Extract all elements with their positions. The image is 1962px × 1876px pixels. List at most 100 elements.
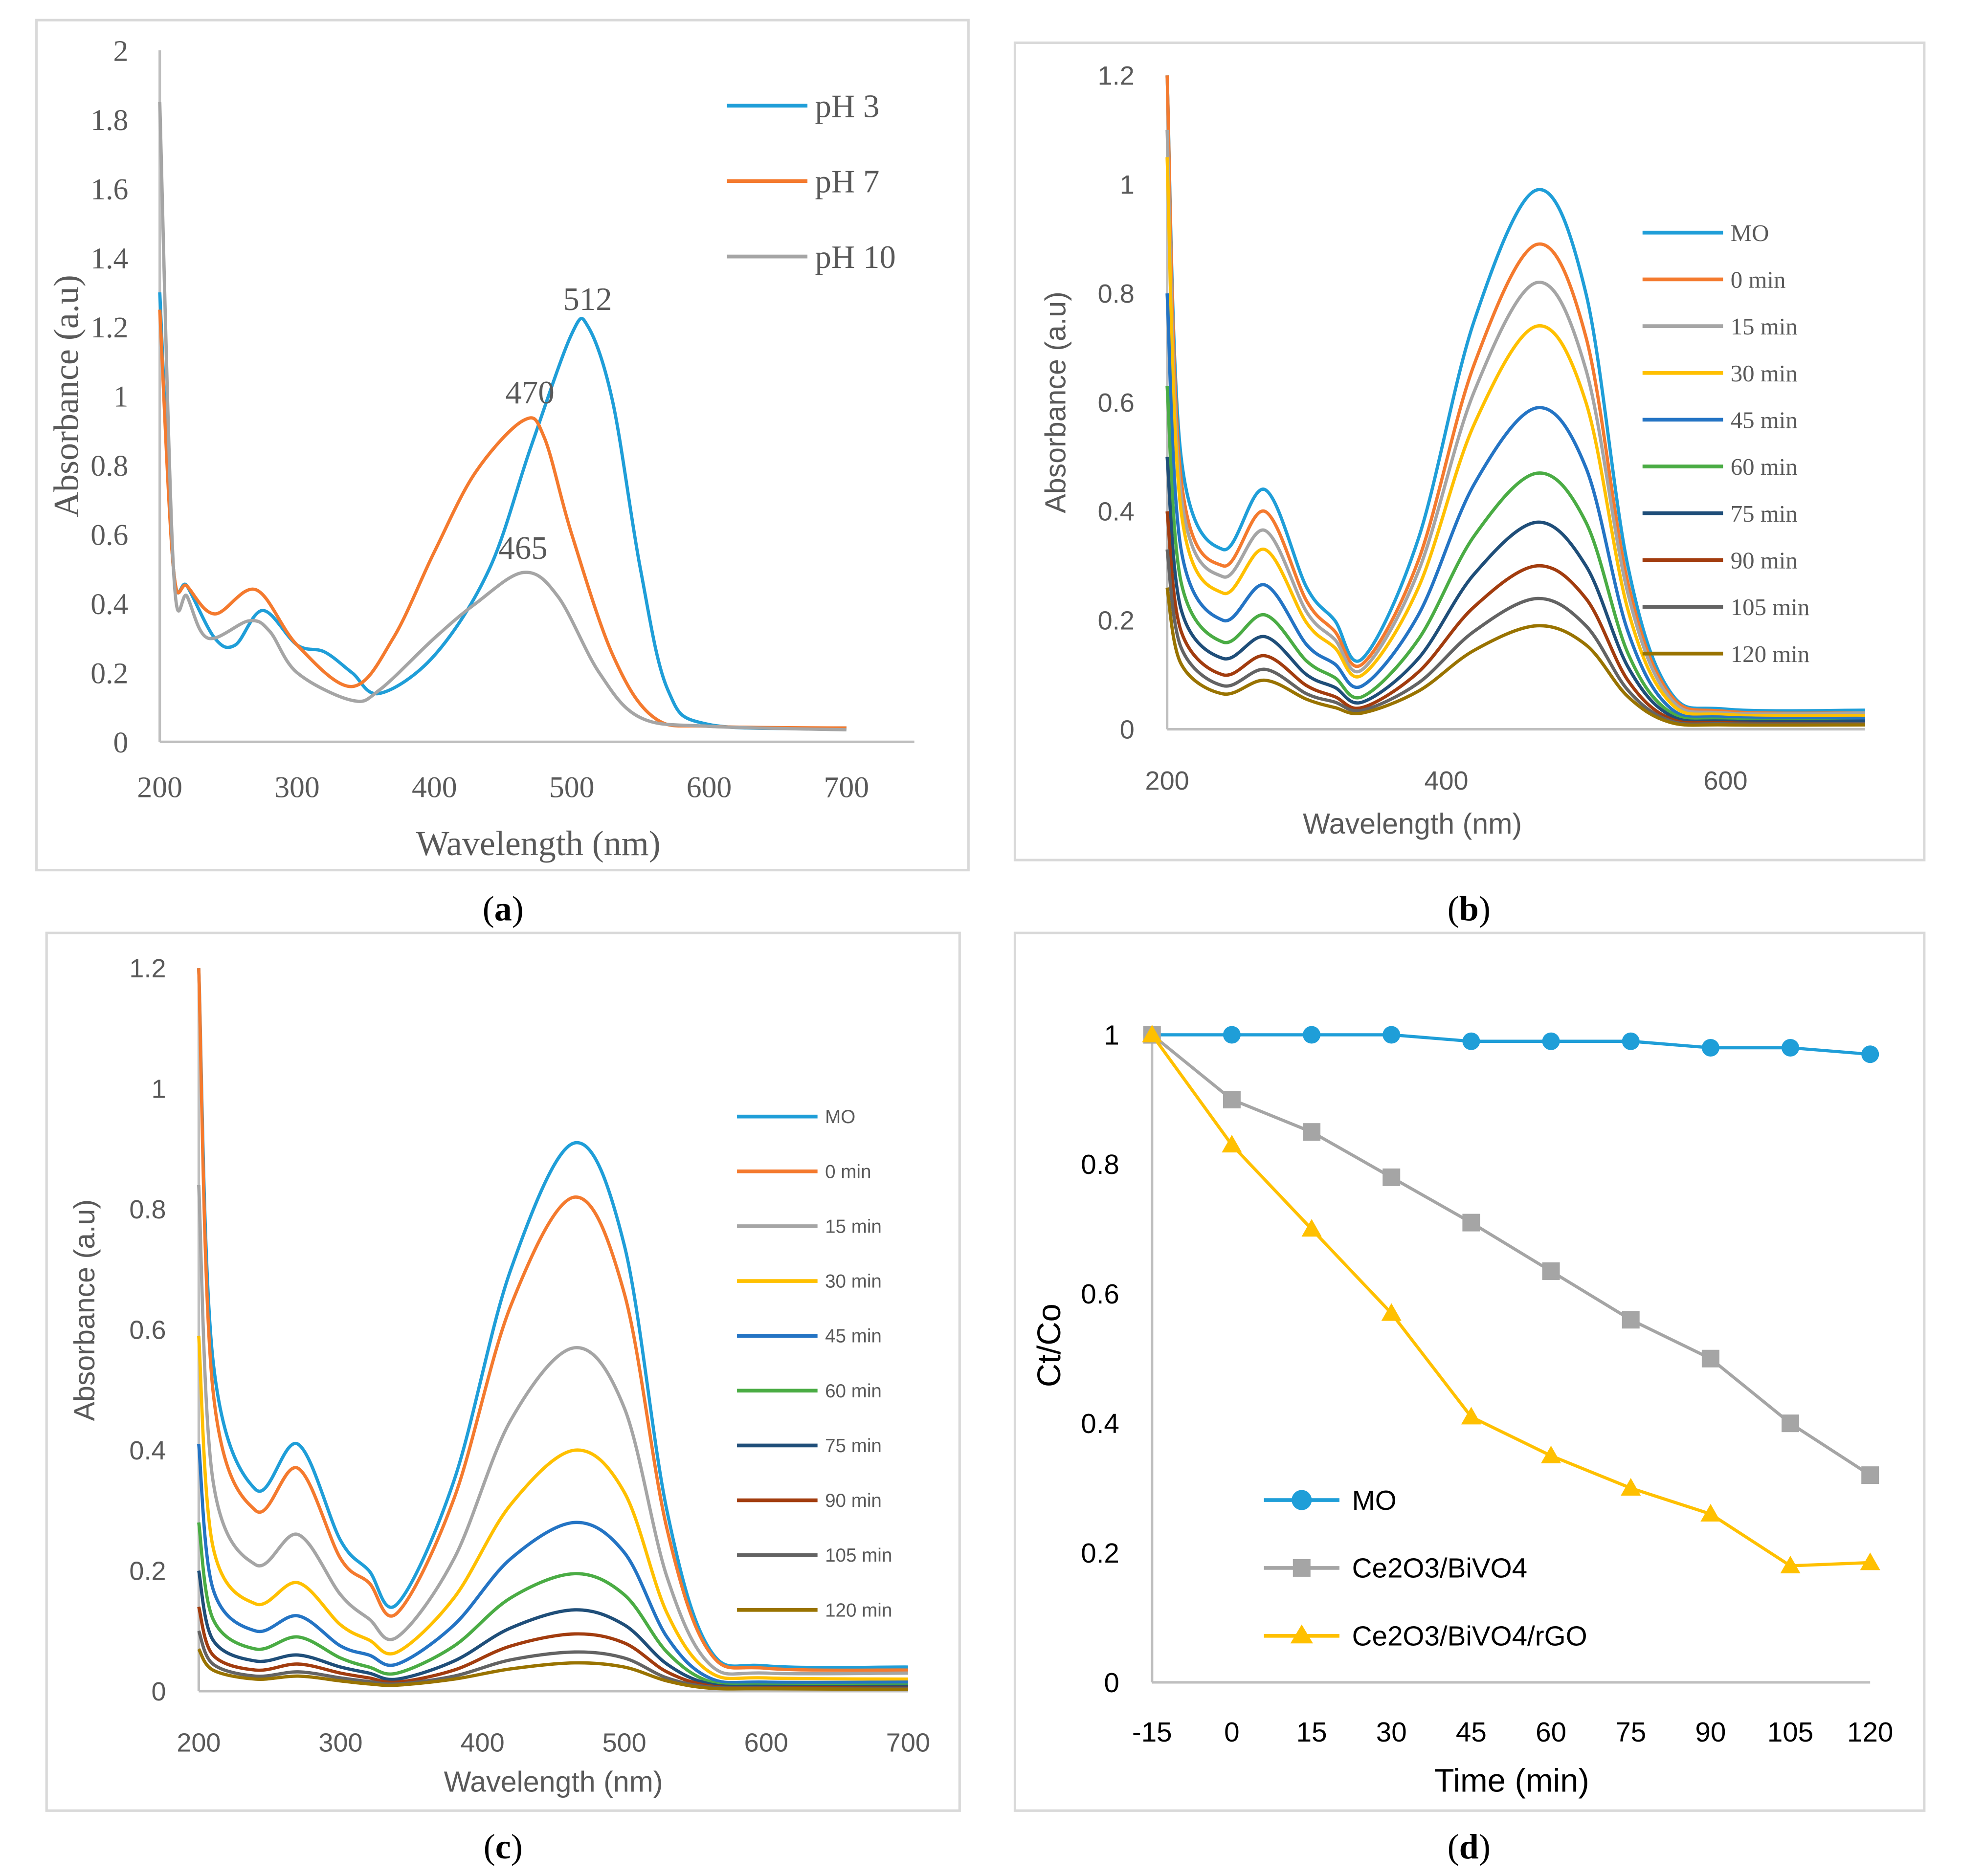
series-line [1165,386,1865,723]
series-75-min [1165,457,1865,724]
chart-frame [1013,931,1926,1812]
data-point [1461,1407,1481,1425]
series-30-min [197,1335,908,1681]
y-tick-label: 1 [1104,1019,1119,1050]
data-point [1780,1555,1801,1573]
y-tick-label: 0.6 [1098,388,1135,418]
x-tick-label: 200 [137,771,182,804]
data-point [1701,1039,1719,1057]
y-tick-label: 0.2 [90,657,128,690]
data-point [1223,1026,1241,1044]
series-0-min [197,968,908,1672]
legend-marker [1292,1490,1312,1510]
legend-entry: 15 min [1642,313,1798,340]
data-point [1860,1552,1880,1570]
x-tick-label: 600 [1703,766,1747,795]
y-tick-label: 1.2 [1098,61,1135,90]
y-tick-label: 0.4 [1081,1408,1119,1439]
x-tick-label: 700 [886,1728,930,1757]
legend-label: 75 min [825,1435,882,1457]
legend-entry: 75 min [737,1435,882,1457]
legend-label: 90 min [825,1490,882,1511]
series-line [1165,511,1865,726]
legend-entry: pH 10 [727,239,896,275]
legend-entry: 90 min [1642,547,1798,574]
y-tick-label: 1.4 [90,242,128,275]
legend-label: MO [1352,1485,1397,1516]
legend-label: 0 min [1731,266,1786,293]
data-point [1303,1123,1321,1141]
data-point [1782,1414,1800,1433]
data-point [1700,1504,1721,1522]
legend-entry: 60 min [737,1381,882,1402]
legend-label: 30 min [825,1271,882,1292]
series-line [1165,75,1865,715]
legend-entry: MO [1642,220,1769,246]
x-tick-label: 500 [602,1728,647,1757]
series-45-min [1165,293,1865,720]
chart-frame [1013,41,1926,861]
series-line [1151,1034,1871,1477]
data-point [1382,1026,1401,1044]
legend-entry: MO [737,1106,855,1127]
peak-annotation: 512 [563,281,612,317]
series-line [197,968,908,1669]
series-line [197,968,908,1672]
data-point [1861,1466,1879,1484]
x-tick-label: 400 [412,771,457,804]
legend-label: 15 min [825,1216,882,1237]
data-point [1622,1311,1640,1329]
series-line [158,102,847,731]
legend-entry: 60 min [1642,453,1798,480]
series-line [1165,157,1865,718]
y-tick-label: 1.2 [129,954,166,983]
y-tick-label: 0.2 [1081,1538,1119,1568]
y-tick-label: 0.6 [90,519,128,552]
legend-label: 90 min [1731,547,1798,574]
data-point [1782,1039,1800,1057]
legend-label: 120 min [825,1600,892,1621]
y-tick-label: 1.2 [90,311,128,344]
data-point [1462,1214,1480,1232]
data-point [1223,1090,1241,1108]
series-line [1165,75,1865,713]
legend-entry: 30 min [1642,360,1798,387]
y-axis-label: Absorbance (a.u) [1039,291,1071,513]
legend-label: 60 min [1731,453,1798,480]
series-45-min [197,1444,908,1684]
peak-annotation: 470 [505,375,554,411]
y-tick-label: 0 [1120,715,1135,744]
legend-entry: pH 7 [727,164,879,200]
legend-entry: MO [1264,1485,1397,1516]
y-tick-label: 0.8 [129,1195,166,1224]
x-tick-label: 15 [1296,1717,1327,1747]
x-tick-label: 0 [1224,1717,1239,1747]
x-tick-label: 45 [1456,1717,1487,1747]
series-15-min [197,1185,908,1676]
legend-label: Ce2O3/BiVO4/rGO [1352,1621,1587,1652]
y-axis-label: Absorbance (a.u) [47,275,86,517]
y-tick-label: 0 [1104,1667,1119,1698]
y-tick-label: 0.6 [1081,1279,1119,1309]
y-tick-label: 1.6 [90,173,128,206]
peak-annotation: 465 [498,530,547,566]
x-tick-label: 500 [549,771,595,804]
x-tick-label: 400 [1424,766,1468,795]
legend-entry: Ce2O3/BiVO4 [1264,1553,1527,1584]
y-tick-label: 0.4 [90,588,128,621]
x-axis-label: Wavelength (nm) [444,1766,663,1798]
series-line [197,1444,908,1684]
x-tick-label: 75 [1615,1717,1646,1747]
legend-label: 30 min [1731,360,1798,387]
x-tick-label: 700 [824,771,870,804]
x-tick-label: 60 [1536,1717,1566,1747]
x-tick-label: 300 [318,1728,362,1757]
data-point [1303,1026,1321,1044]
legend-label: MO [825,1106,855,1127]
legend-marker [1293,1559,1311,1577]
legend-label: 75 min [1731,500,1798,527]
series-line [158,292,847,730]
panel-caption: (c) [484,1827,523,1866]
series-line [1152,1033,1871,1056]
series-60-min [1165,386,1865,723]
